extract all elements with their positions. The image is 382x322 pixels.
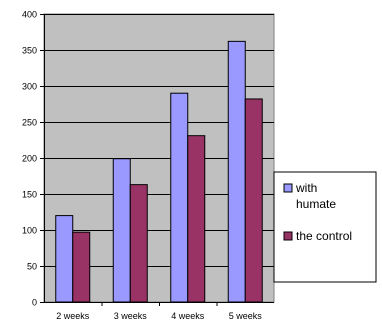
legend-swatch (283, 183, 293, 193)
bar-with-humate (55, 215, 74, 303)
bar-the-control (72, 231, 91, 303)
x-tick-label: 5 weeks (229, 311, 263, 321)
legend-swatch (283, 231, 293, 241)
bar-with-humate (170, 92, 189, 303)
bar-with-humate (112, 158, 131, 303)
y-tick-label: 250 (22, 118, 37, 128)
x-tick-label: 3 weeks (114, 311, 148, 321)
bar-the-control (129, 184, 148, 303)
y-tick-label: 350 (22, 46, 37, 56)
y-tick-label: 50 (27, 262, 37, 272)
x-tick-label: 4 weeks (171, 311, 205, 321)
y-tick-label: 200 (22, 154, 37, 164)
y-tick-label: 300 (22, 82, 37, 92)
y-tick-label: 100 (22, 226, 37, 236)
bar-the-control (244, 98, 263, 303)
bar-with-humate (227, 40, 246, 303)
y-tick-label: 0 (32, 298, 37, 308)
y-tick-label: 400 (22, 10, 37, 20)
x-tick-label: 2 weeks (56, 311, 90, 321)
y-tick-label: 150 (22, 190, 37, 200)
bar-the-control (187, 135, 206, 303)
legend-label-with-humate: with humate (295, 181, 336, 211)
legend-label-the-control: the control (296, 229, 352, 243)
